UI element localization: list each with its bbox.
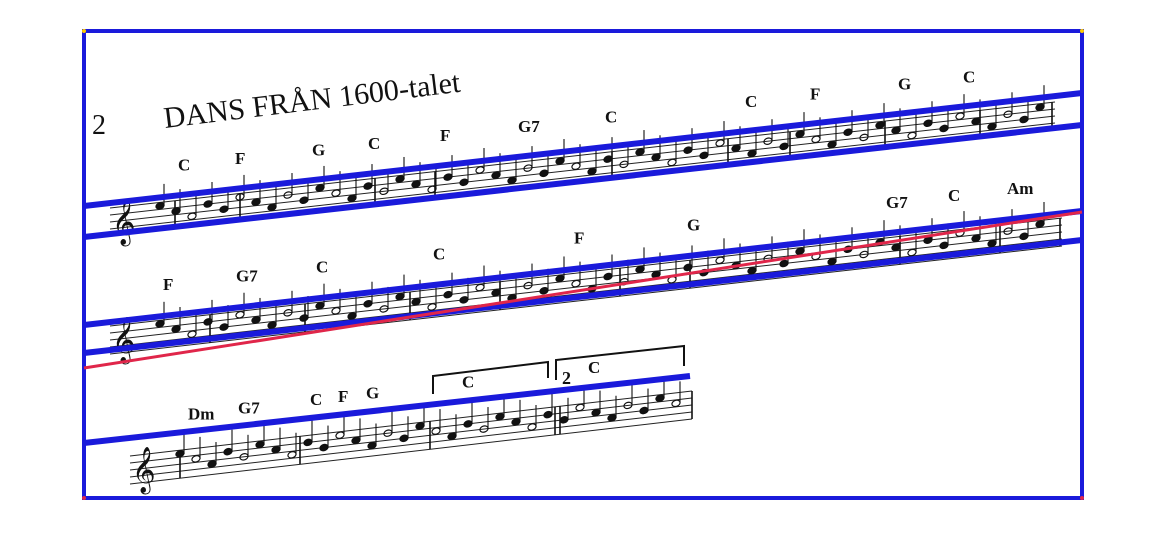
staff-line [129, 404, 693, 471]
staff-fit-line-2a [83, 208, 1083, 328]
chord-symbol: G7 [238, 399, 260, 418]
chord-symbol: G7 [518, 117, 540, 136]
staff-line [109, 224, 1063, 334]
staff-line [129, 418, 693, 485]
staff-fit-line-1a [83, 90, 1083, 209]
chord-symbol: G7 [886, 193, 908, 212]
staff-line [129, 390, 693, 457]
chord-symbol: C [433, 244, 445, 263]
piece-title: DANS FRÅN 1600-talet [162, 66, 463, 135]
chord-symbol: C [963, 67, 975, 86]
volta-brackets: 2 [432, 344, 685, 394]
treble-clef-icon: 𝄞 [112, 317, 136, 365]
chord-symbol: G [898, 75, 911, 94]
staff-system-2: 𝄞 [109, 201, 1063, 365]
staff-line [109, 238, 1063, 348]
staff-line [109, 108, 1056, 216]
music-staves: 𝄞 𝄞 𝄞 [109, 85, 1063, 495]
chord-symbol: Am [1007, 179, 1033, 198]
piece-number: 2 [92, 110, 106, 141]
treble-clef-icon: 𝄞 [132, 447, 156, 495]
chord-symbol: C [368, 134, 380, 153]
chord-symbol: G [366, 384, 379, 403]
treble-clef-icon: 𝄞 [112, 199, 136, 247]
chord-symbol: F [440, 126, 450, 145]
corner-marker [82, 29, 86, 33]
staff-line [109, 115, 1056, 223]
staff-line [109, 101, 1056, 209]
chord-symbol: F [338, 387, 348, 406]
chord-symbol: Dm [188, 404, 214, 423]
staff-fit-line-2b [83, 237, 1083, 356]
staff-line [109, 217, 1063, 327]
staff-fit-line-3 [83, 373, 691, 446]
volta-2-number: 2 [562, 368, 571, 388]
chord-symbol: C [605, 107, 617, 126]
chord-symbol: G [687, 216, 700, 235]
chord-symbol: C [948, 186, 960, 205]
chord-symbol: C [745, 92, 757, 111]
corner-marker [1080, 496, 1084, 500]
staff-line [109, 122, 1056, 230]
chord-symbol: C [462, 373, 474, 392]
chord-symbol: C [310, 390, 322, 409]
chord-symbol: G7 [236, 267, 258, 286]
chord-symbol: C [178, 155, 190, 174]
accent-fit-line [83, 210, 1083, 370]
staff-fit-line-1b [83, 122, 1083, 240]
corner-marker [82, 496, 86, 500]
chord-symbol: F [163, 275, 173, 294]
chord-symbol: G [312, 140, 325, 159]
staff-line [129, 411, 693, 478]
staff-line [109, 231, 1063, 341]
detection-overlay [82, 29, 1084, 500]
bounding-box [82, 29, 1084, 500]
chord-symbol: C [588, 358, 600, 377]
staff-line [109, 245, 1063, 355]
chord-symbol: F [235, 149, 245, 168]
staff-system-3: 𝄞 [129, 376, 693, 495]
chord-symbol: C [316, 258, 328, 277]
corner-marker [1080, 29, 1084, 33]
chord-symbol: F [810, 84, 820, 103]
chord-symbol: F [574, 228, 584, 247]
